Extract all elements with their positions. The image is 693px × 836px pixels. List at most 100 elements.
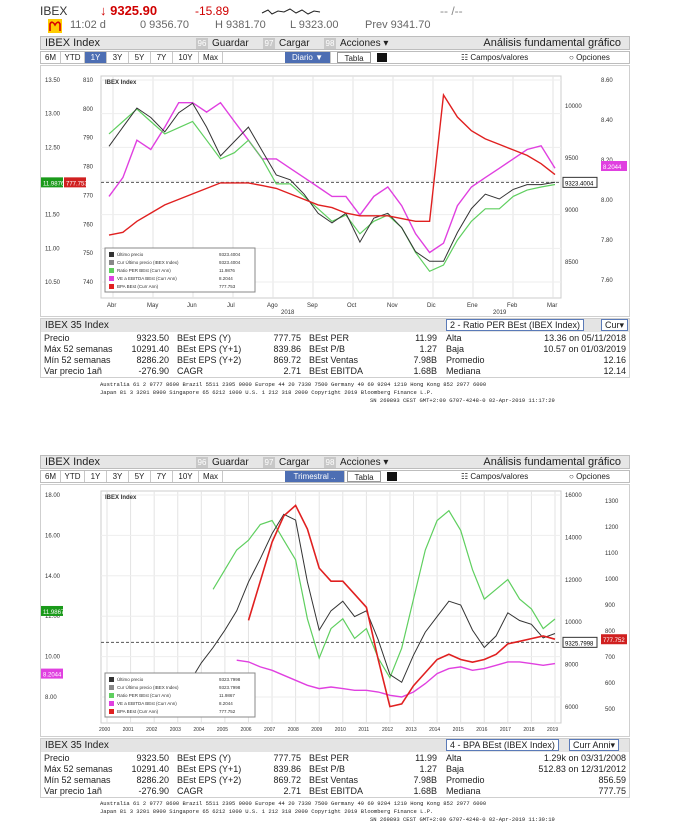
right-tag-price: 9323.4004	[565, 181, 594, 187]
right2-axis-tick: 500	[605, 707, 616, 713]
quote-ticker[interactable]: IBEX	[40, 4, 68, 18]
x-tick-label: Sep	[307, 303, 318, 309]
table-button[interactable]: Tabla	[347, 471, 381, 482]
legend-swatch	[109, 709, 114, 714]
color-swatch[interactable]	[377, 53, 387, 62]
stats-currency-select[interactable]: Cur▾	[601, 319, 629, 331]
legend-value: 9323.7998	[219, 677, 241, 682]
stats-label: CAGR	[177, 786, 204, 796]
x-tick-label: 2018	[523, 727, 534, 733]
left2-axis-tick: 780	[83, 165, 94, 171]
table-button[interactable]: Tabla	[337, 52, 371, 63]
left2-axis-tick: 790	[83, 136, 94, 142]
options-label: Opciones	[576, 53, 610, 62]
range-7y-button[interactable]: 7Y	[151, 52, 173, 63]
range-6m-button[interactable]: 6M	[41, 52, 61, 63]
stats-table-2: IBEX 35 Index 4 - BPA BEst (IBEX Index) …	[40, 738, 630, 798]
stats-value: 13.36 on 05/11/2018	[544, 333, 626, 343]
x-tick-label: 2017	[500, 727, 511, 733]
x-tick-label: 2013	[406, 727, 417, 733]
x-tick-label: 2005	[217, 727, 228, 733]
range-10y-button[interactable]: 10Y	[173, 471, 199, 482]
right-axis-tick: 8000	[565, 663, 579, 669]
quote-low: L 9323.00	[290, 19, 339, 31]
series-ev-ebitda-line	[236, 659, 556, 698]
range-5y-button[interactable]: 5Y	[129, 52, 151, 63]
actions-button-number: 98	[324, 38, 336, 49]
stats-currency-select[interactable]: Curr Anni▾	[569, 739, 620, 751]
save-button[interactable]: 96 Guardar	[196, 38, 249, 49]
left-axis-tick: 13.00	[45, 112, 61, 118]
stats-series-select[interactable]: 2 - Ratio PER BEst (IBEX Index)	[446, 319, 585, 331]
series-bpa-line	[108, 92, 556, 236]
stats-value: 839.86	[273, 764, 301, 774]
stats-series-select[interactable]: 4 - BPA BEst (IBEX Index)	[446, 739, 559, 751]
series-price-line	[108, 102, 556, 262]
stats-label: BEst Ventas	[309, 355, 359, 365]
left-tag-green: 11.9876	[43, 181, 65, 187]
stats-value: 869.72	[273, 355, 301, 365]
save-button[interactable]: 96 Guardar	[196, 457, 249, 468]
right-axis-tick: 8500	[565, 260, 579, 266]
range-max-button[interactable]: Max	[199, 471, 223, 482]
right-tag-bpa-bg	[601, 634, 627, 645]
chart-area-1: Abr May Jun Jul Ago Sep Oct Nov Dic Ene Feb Mar 2018…	[40, 65, 630, 317]
mcdonalds-logo-icon	[48, 19, 62, 33]
right-tag-price-bg	[562, 176, 598, 188]
x-tick-label: 2003	[170, 727, 181, 733]
stats-value: 10291.40	[131, 344, 169, 354]
period-dropdown[interactable]: Trimestral ..	[285, 471, 345, 482]
range-5y-button[interactable]: 5Y	[129, 471, 151, 482]
range-3y-button[interactable]: 3Y	[107, 52, 129, 63]
stats-value: 11.99	[415, 333, 437, 343]
range-1y-button[interactable]: 1Y	[85, 52, 107, 63]
range-7y-button[interactable]: 7Y	[151, 471, 173, 482]
legend-swatch	[109, 252, 114, 257]
range-ytd-button[interactable]: YTD	[61, 471, 85, 482]
stats-label: Var precio 1añ	[44, 366, 102, 376]
legend-label: Último precio	[117, 676, 144, 682]
panel-title: IBEX Index	[45, 456, 101, 468]
range-6m-button[interactable]: 6M	[41, 471, 61, 482]
stats-label: Máx 52 semanas	[44, 344, 113, 354]
actions-menu-button[interactable]: 98 Acciones ▾	[324, 457, 388, 468]
right-axis-tick: 10000	[565, 620, 582, 626]
color-swatch[interactable]	[387, 472, 397, 481]
actions-menu-button[interactable]: 98 Acciones ▾	[324, 38, 388, 49]
right2-axis-tick: 1300	[605, 499, 619, 505]
load-button[interactable]: 97 Cargar	[263, 457, 310, 468]
load-button[interactable]: 97 Cargar	[263, 38, 310, 49]
right-tag-price: 9325.7998	[565, 641, 594, 647]
x-tick-label: 2015	[453, 727, 464, 733]
stats-label: BEst EPS (Y+1)	[177, 344, 242, 354]
range-ytd-button[interactable]: YTD	[61, 52, 85, 63]
stats-value: 839.86	[273, 344, 301, 354]
stats-value: 512.83 on 12/31/2012	[538, 764, 626, 774]
stats-label: Baja	[446, 344, 465, 354]
stats-label: Var precio 1añ	[44, 786, 102, 796]
range-10y-button[interactable]: 10Y	[173, 52, 199, 63]
right2-axis-tick: 8.60	[601, 78, 613, 84]
x-tick-label: Nov	[387, 303, 398, 309]
actions-button-label: Acciones ▾	[340, 38, 389, 49]
x-tick-label: Oct	[347, 303, 357, 309]
options-button[interactable]: ○ Opciones	[569, 472, 610, 481]
stats-label: BEst EPS (Y+2)	[177, 775, 242, 785]
left-axis-tick: 13.50	[45, 78, 61, 84]
range-3y-button[interactable]: 3Y	[107, 471, 129, 482]
fields-values-button[interactable]: ☷ Campos/valores	[461, 472, 529, 481]
stats-label: Mín 52 semanas	[44, 775, 111, 785]
period-dropdown[interactable]: Diario ▼	[285, 52, 331, 63]
left2-axis-tick: 760	[83, 222, 94, 228]
range-1y-button[interactable]: 1Y	[85, 471, 107, 482]
footer-2: Australia 61 2 9777 8600 Brazil 5511 239…	[100, 800, 660, 824]
stats-label: BEst EPS (Y)	[177, 333, 232, 343]
options-button[interactable]: ○ Opciones	[569, 53, 610, 62]
fields-values-button[interactable]: ☷ Campos/valores	[461, 53, 529, 62]
stats-value: 777.75	[598, 786, 626, 796]
range-max-button[interactable]: Max	[199, 52, 223, 63]
save-button-number: 96	[196, 457, 208, 468]
stats-value: 11.99	[415, 753, 437, 763]
stats-table-1: IBEX 35 Index 2 - Ratio PER BEst (IBEX I…	[40, 318, 630, 378]
range-bar: 6M YTD 1Y 3Y 5Y 7Y 10Y Max Diario ▼ Tabl…	[40, 51, 630, 64]
